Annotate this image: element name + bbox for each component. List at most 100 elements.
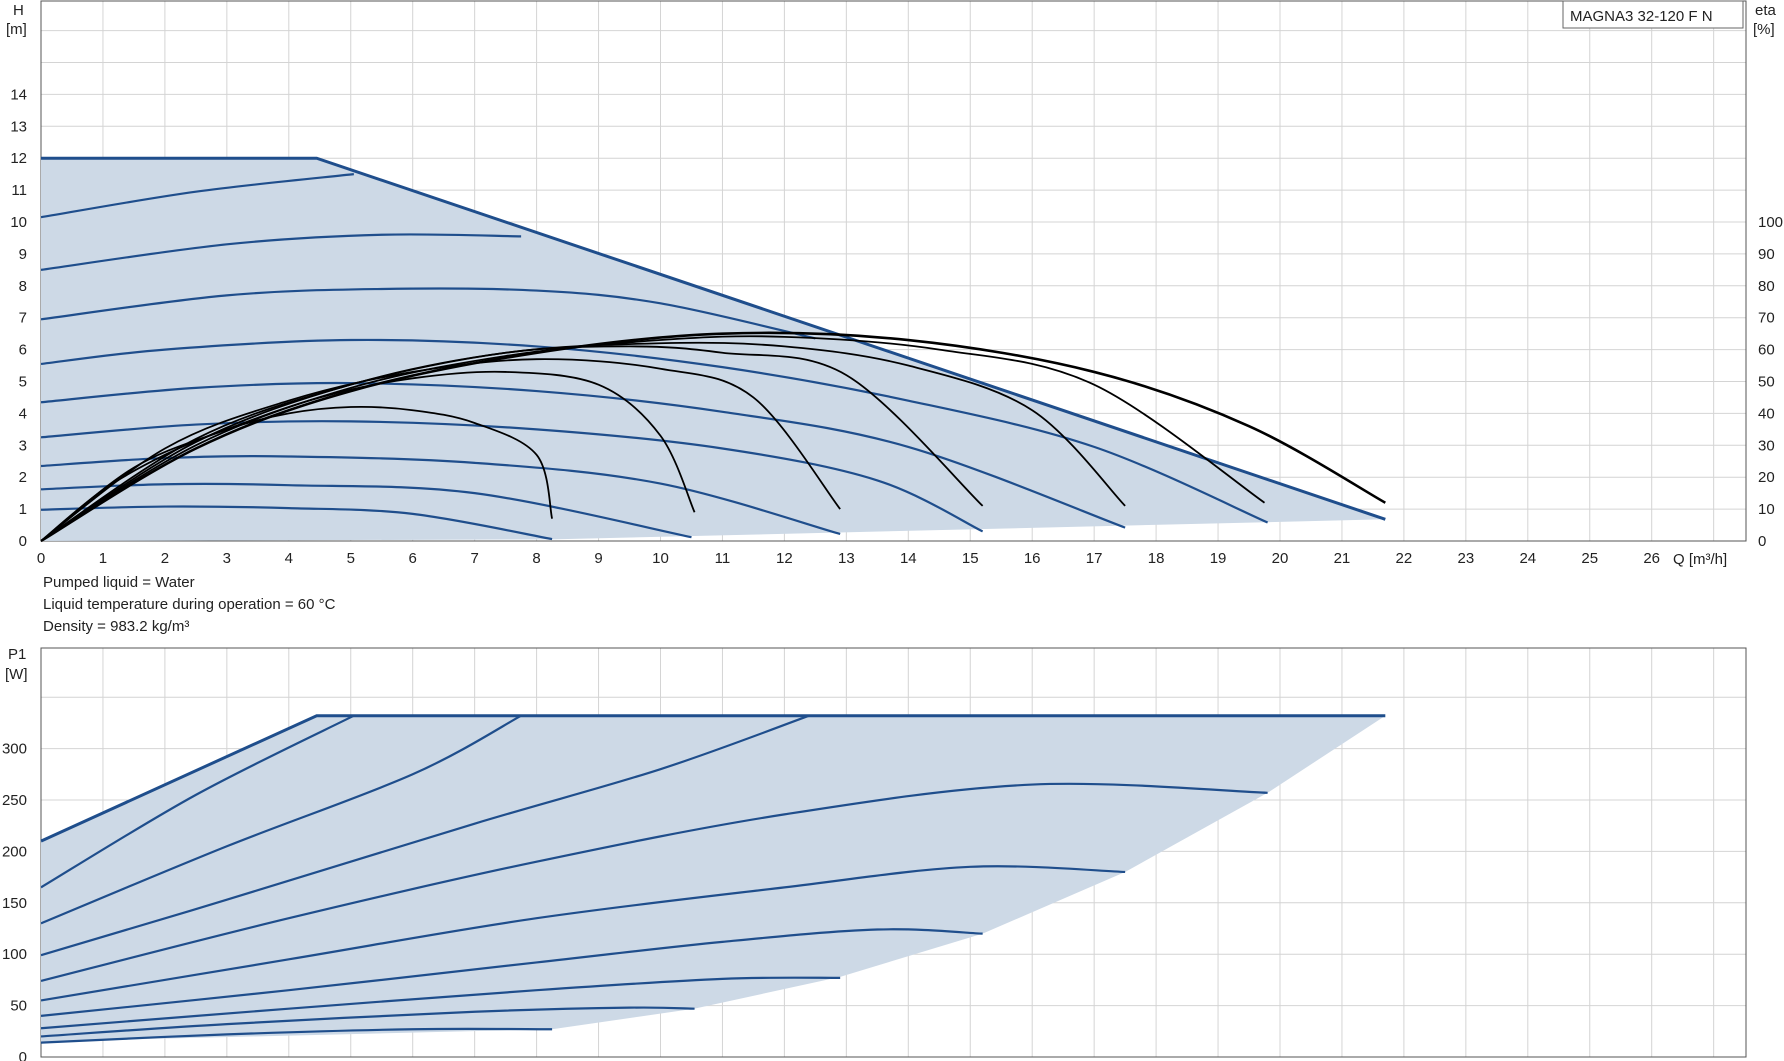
head-operating-area — [41, 158, 1386, 541]
power-tick-label: 0 — [19, 1049, 27, 1061]
head-curve — [40, 381, 1126, 529]
eta-axis-label-unit: [%] — [1753, 21, 1775, 38]
power-curve — [40, 1027, 553, 1044]
efficiency-curve — [40, 370, 696, 542]
x-tick-label: 1 — [99, 550, 107, 567]
eta-tick-label: 90 — [1758, 246, 1775, 263]
x-tick-label: 8 — [532, 550, 540, 567]
x-tick-label: 22 — [1396, 550, 1413, 567]
efficiency-curve — [40, 341, 1126, 542]
head-tick-label: 14 — [10, 86, 27, 103]
x-tick-label: 14 — [900, 550, 917, 567]
head-tick-label: 12 — [10, 150, 27, 167]
model-label-box: MAGNA3 32-120 F N — [1562, 0, 1744, 29]
head-tick-label: 0 — [19, 533, 27, 550]
head-tick-label: 10 — [10, 214, 27, 231]
power-curve — [40, 714, 355, 889]
x-tick-label: 0 — [37, 550, 45, 567]
head-tick-label: 11 — [11, 182, 27, 199]
x-tick-label: 7 — [470, 550, 478, 567]
eta-axis-label: eta — [1755, 2, 1777, 19]
head-tick-label: 3 — [19, 437, 27, 454]
power-curve — [40, 928, 983, 1017]
eta-tick-label: 40 — [1758, 405, 1775, 422]
power-curve — [40, 714, 522, 925]
eta-tick-label: 10 — [1758, 501, 1775, 518]
head-tick-label: 4 — [19, 405, 27, 422]
power-curve — [40, 782, 1268, 982]
x-tick-label: 15 — [962, 550, 979, 567]
x-tick-label: 6 — [409, 550, 417, 567]
eta-tick-label: 30 — [1758, 437, 1775, 454]
power-curve — [40, 976, 841, 1030]
head-curve — [40, 233, 522, 271]
x-tick-label: 3 — [223, 550, 231, 567]
x-tick-label: 12 — [776, 550, 793, 567]
liquid-notes: Pumped liquid = Water Liquid temperature… — [43, 572, 335, 638]
head-tick-label: 7 — [19, 310, 27, 327]
x-tick-label: 13 — [838, 550, 855, 567]
power-curve — [40, 1006, 695, 1038]
head-axis-label-h: H — [13, 2, 24, 19]
eta-tick-label: 20 — [1758, 469, 1775, 486]
efficiency-curve — [40, 331, 1386, 543]
x-tick-label: 19 — [1210, 550, 1227, 567]
power-axis-label-p1: P1 — [8, 646, 26, 663]
power-curve — [40, 865, 1126, 1002]
head-curve — [40, 287, 816, 340]
power-tick-label: 250 — [2, 792, 27, 809]
head-curve — [40, 420, 984, 533]
density-note: Density = 983.2 kg/m³ — [43, 618, 190, 635]
x-tick-label: 26 — [1643, 550, 1660, 567]
head-curve — [40, 505, 553, 541]
x-tick-label: 16 — [1024, 550, 1041, 567]
head-curve — [40, 173, 354, 219]
eta-tick-label: 50 — [1758, 374, 1775, 391]
x-tick-label: 10 — [652, 550, 669, 567]
eta-tick-label: 100 — [1758, 214, 1783, 231]
efficiency-curve — [40, 405, 553, 542]
power-tick-label: 200 — [2, 843, 27, 860]
head-tick-label: 2 — [19, 469, 27, 486]
flow-axis-label: Q [m³/h] — [1673, 551, 1727, 568]
head-tick-label: 1 — [19, 501, 27, 518]
power-tick-label: 300 — [2, 741, 27, 758]
x-tick-label: 25 — [1581, 550, 1598, 567]
x-tick-label: 4 — [285, 550, 293, 567]
head-tick-label: 5 — [19, 374, 27, 391]
eta-tick-label: 80 — [1758, 278, 1775, 295]
x-tick-label: 18 — [1148, 550, 1165, 567]
x-tick-label: 9 — [594, 550, 602, 567]
head-tick-label: 13 — [10, 118, 27, 135]
x-tick-label: 21 — [1334, 550, 1351, 567]
head-axis-label-unit: [m] — [6, 21, 27, 38]
power-tick-label: 50 — [10, 998, 27, 1015]
power-axis-label-unit: [W] — [5, 666, 28, 683]
power-chart-plot — [40, 714, 1386, 1044]
x-tick-label: 17 — [1086, 550, 1103, 567]
max-power-curve — [40, 714, 1386, 843]
eta-tick-label: 60 — [1758, 342, 1775, 359]
temperature-note: Liquid temperature during operation = 60… — [43, 596, 336, 613]
x-tick-label: 11 — [715, 550, 731, 567]
max-head-curve — [41, 156, 1386, 521]
power-operating-area — [41, 715, 1386, 1042]
power-tick-label: 150 — [2, 895, 27, 912]
eta-tick-label: 0 — [1758, 533, 1766, 550]
power-curve — [40, 714, 810, 957]
power-tick-label: 100 — [2, 946, 27, 963]
model-label: MAGNA3 32-120 F N — [1570, 8, 1713, 25]
pumped-liquid-note: Pumped liquid = Water — [43, 574, 195, 591]
x-tick-label: 24 — [1519, 550, 1536, 567]
x-tick-label: 20 — [1272, 550, 1289, 567]
axis-labels: 0 1 2 3 4 5 6 7 8 9 10 11 12 13 14 15 16 17 18 19 20 21 22 23 24… — [2, 86, 1783, 1061]
head-chart-plot — [40, 156, 1386, 543]
x-tick-label: 5 — [347, 550, 355, 567]
x-tick-label: 2 — [161, 550, 169, 567]
eta-tick-label: 70 — [1758, 310, 1775, 327]
head-tick-label: 9 — [19, 246, 27, 263]
head-tick-label: 6 — [19, 342, 27, 359]
x-tick-label: 23 — [1458, 550, 1475, 567]
efficiency-curve — [40, 335, 1266, 542]
